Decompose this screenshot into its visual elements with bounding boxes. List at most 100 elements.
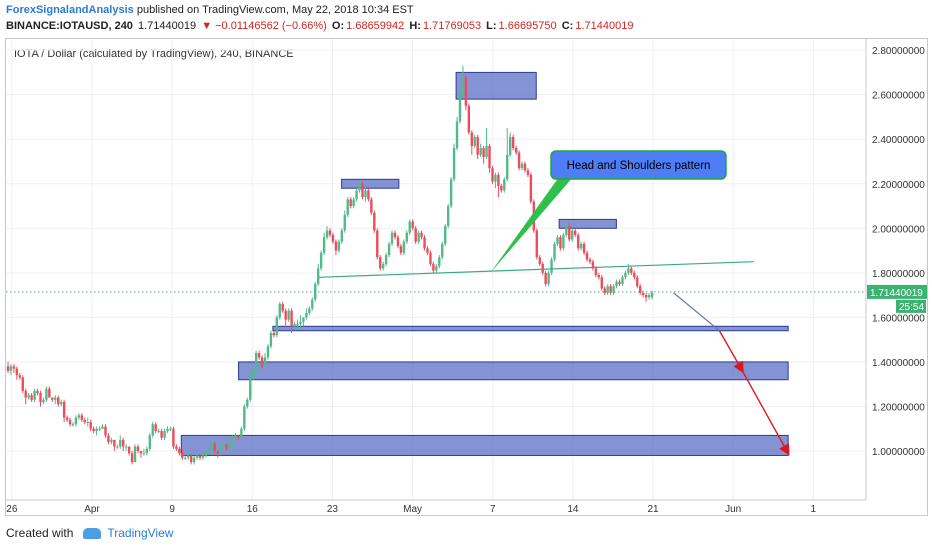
candle-body — [376, 230, 379, 258]
last-price-header: 1.71440019 — [138, 20, 197, 32]
candle-body — [520, 163, 524, 169]
y-tick-label: 1.00000000 — [872, 447, 925, 458]
candle-body — [213, 444, 216, 452]
publish-info: ForexSignalandAnalysis published on Trad… — [6, 4, 414, 16]
candle-body — [219, 446, 222, 454]
tradingview-logo-icon — [83, 527, 102, 539]
candle-body — [571, 230, 574, 240]
candle-body — [166, 428, 169, 431]
candle-body — [328, 230, 332, 235]
candle-body — [479, 148, 482, 155]
candle-body — [316, 268, 320, 284]
candle-body — [381, 263, 385, 269]
candle-body — [6, 366, 10, 371]
candle-body — [553, 243, 556, 260]
candle-body — [263, 357, 267, 367]
candle-body — [579, 243, 583, 249]
x-tick-label: 14 — [567, 504, 579, 515]
candle-body — [48, 388, 51, 398]
candle-body — [636, 277, 639, 287]
candle-body — [470, 132, 473, 146]
y-tick-label: 1.20000000 — [872, 402, 925, 413]
candle-body — [36, 390, 39, 394]
candle-body — [641, 292, 645, 296]
close-label: C: — [561, 20, 574, 32]
support-zone[interactable] — [455, 71, 537, 100]
candle-body — [331, 234, 335, 242]
candle-body — [411, 221, 414, 229]
support-zone[interactable] — [272, 325, 789, 332]
candle-body — [68, 419, 72, 425]
candle-body — [544, 272, 547, 284]
candle-body — [296, 324, 299, 326]
support-zone[interactable] — [558, 218, 617, 229]
candle-body — [482, 148, 485, 158]
candle-body — [74, 417, 78, 425]
candle-body — [621, 277, 624, 284]
candle-body — [387, 243, 391, 256]
candle-body — [393, 232, 397, 238]
candle-body — [89, 422, 92, 429]
y-tick-label: 2.80000000 — [872, 46, 925, 57]
candle-body — [201, 455, 205, 458]
candle-body — [98, 428, 101, 430]
candle-body — [650, 292, 654, 298]
author-link[interactable]: ForexSignalandAnalysis — [6, 4, 134, 16]
candle-body — [446, 206, 450, 227]
candle-body — [18, 375, 22, 378]
candle-body — [325, 230, 329, 238]
candle-body — [45, 388, 48, 400]
support-zone[interactable] — [238, 361, 789, 381]
callout-box[interactable] — [550, 150, 727, 180]
support-zone[interactable] — [180, 434, 789, 456]
candle-body — [95, 428, 98, 431]
candle-body — [207, 451, 211, 453]
x-tick-label: Jun — [725, 504, 741, 515]
countdown-tag — [896, 299, 926, 313]
candle-body — [565, 226, 568, 235]
candle-body — [473, 136, 476, 146]
candle-body — [358, 183, 361, 191]
candle-body — [423, 237, 426, 249]
candle-body — [240, 428, 243, 438]
candle-body — [311, 299, 314, 309]
candle-body — [15, 368, 19, 376]
candle-body — [260, 357, 264, 367]
candle-body — [59, 402, 63, 405]
candle-body — [491, 168, 494, 182]
candle-body — [429, 252, 432, 264]
created-with-text: Created with — [6, 526, 74, 540]
candle-body — [346, 199, 349, 215]
y-tick-label: 2.00000000 — [872, 224, 925, 235]
support-zone[interactable] — [341, 178, 400, 189]
candle-body — [169, 428, 172, 430]
candle-body — [269, 332, 273, 347]
candle-body — [275, 317, 279, 336]
candle-body — [402, 241, 406, 253]
candle-body — [399, 246, 403, 253]
candle-body — [343, 214, 346, 231]
candle-body — [408, 221, 411, 233]
neckline[interactable] — [318, 261, 754, 278]
candle-body — [432, 263, 435, 271]
candle-body — [172, 428, 175, 447]
last-price-label: 1.71440019 — [870, 288, 923, 299]
candle-body — [609, 286, 612, 293]
candle-body — [588, 259, 592, 262]
candle-body — [600, 277, 603, 289]
candle-body — [612, 286, 615, 293]
candle-body — [62, 402, 66, 418]
tradingview-link[interactable]: TradingView — [107, 526, 174, 540]
candle-body — [57, 397, 60, 405]
candle-body — [302, 317, 305, 322]
candle-body — [154, 424, 157, 431]
candle-body — [379, 257, 382, 269]
candle-body — [594, 268, 598, 276]
candle-body — [163, 430, 166, 438]
candle-body — [181, 453, 184, 458]
candle-body — [444, 226, 447, 244]
candle-body — [364, 190, 367, 198]
candle-body — [228, 442, 231, 449]
candle-body — [435, 266, 438, 271]
